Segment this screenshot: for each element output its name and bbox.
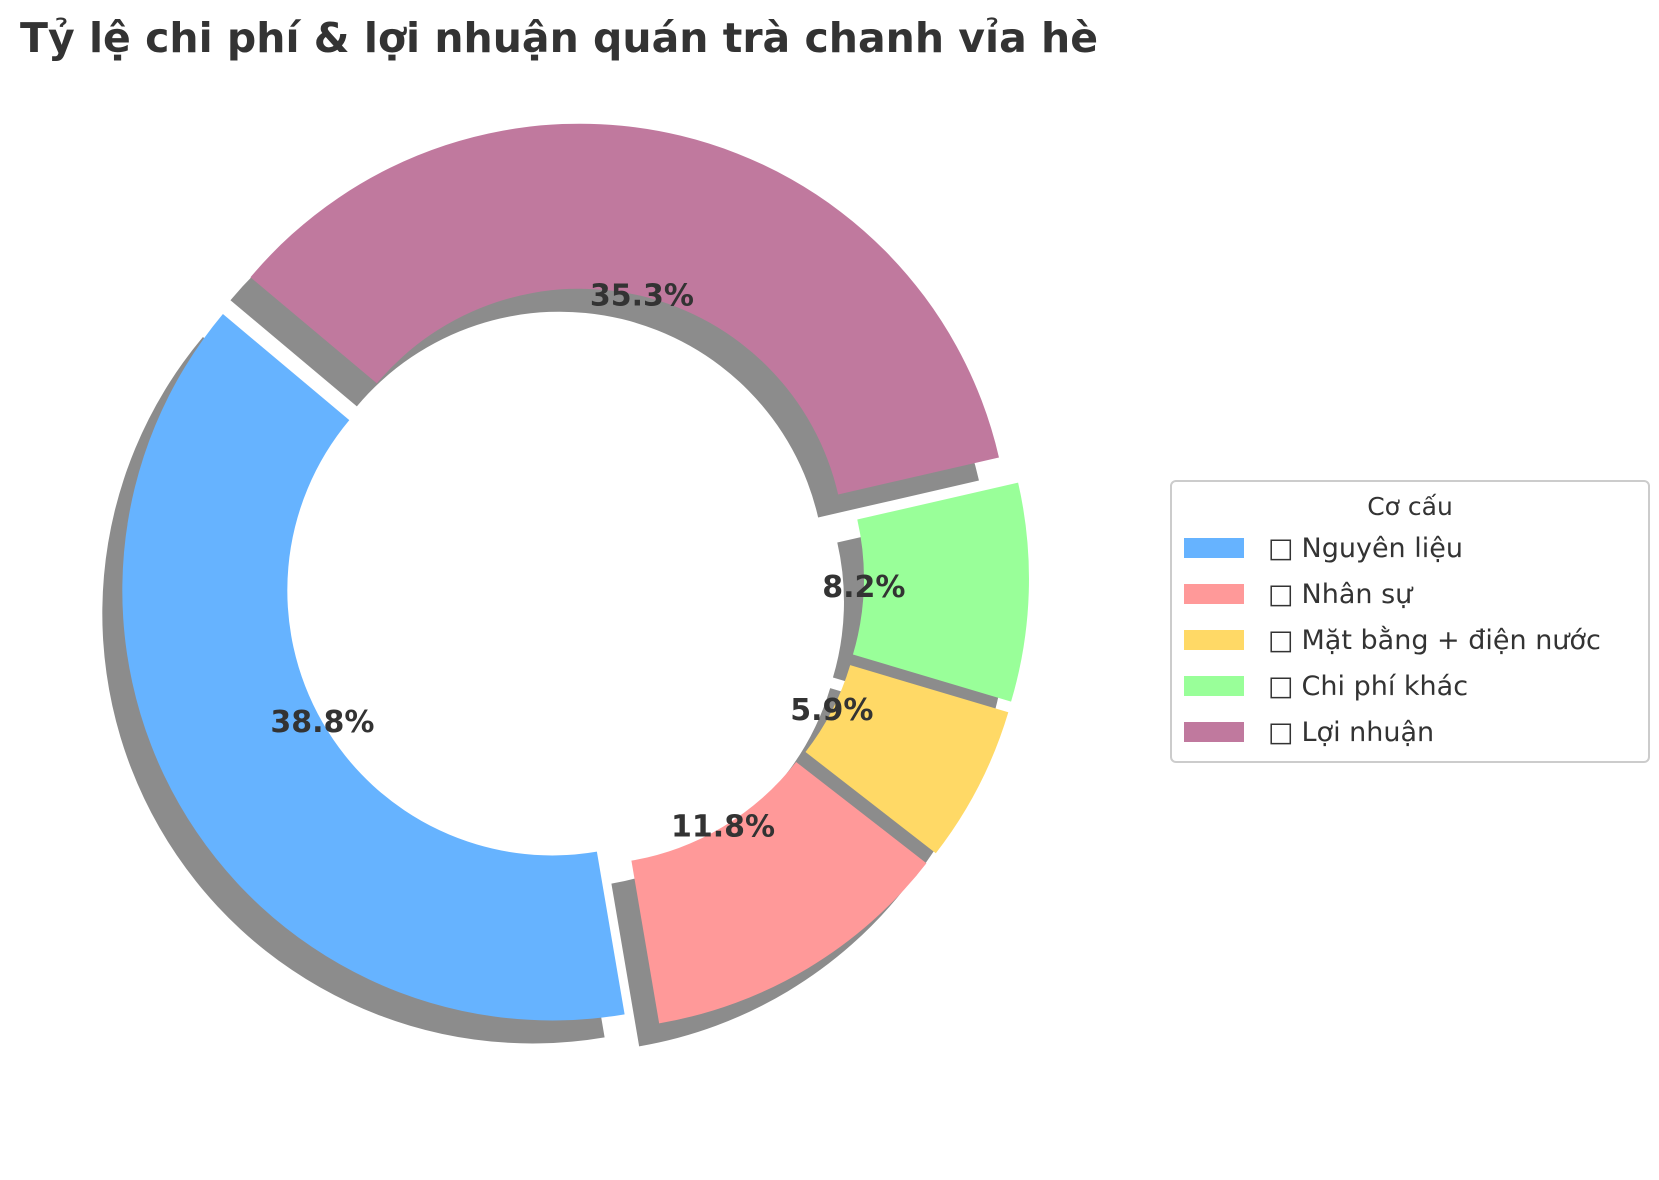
legend-label: Chi phí khác (1301, 670, 1469, 702)
legend-swatch (1184, 676, 1244, 696)
slice-loi-nhuan (250, 123, 999, 495)
pct-label-chi-phi-khac: 8.2% (822, 570, 905, 605)
slices (122, 123, 1029, 1024)
pct-label-loi-nhuan: 35.3% (590, 279, 694, 314)
legend-item-nguyen-lieu: □ Nguyên liệu (1172, 525, 1648, 571)
legend-label: Mặt bằng + điện nước (1301, 624, 1601, 656)
legend-swatch (1184, 630, 1244, 650)
slice-nguyen-lieu (122, 314, 625, 1021)
profit-icon: □ (1268, 716, 1294, 748)
donut-chart: 38.8% 11.8% 5.9% 8.2% 35.3% (102, 123, 1029, 1047)
slice-chi-phi-khac (852, 482, 1029, 702)
legend-item-chi-phi-khac: □ Chi phí khác (1172, 663, 1648, 709)
staff-icon: □ (1268, 578, 1294, 610)
legend-title: Cơ cấu (1367, 492, 1453, 521)
pct-label-nhan-su: 11.8% (671, 809, 775, 844)
slice-nhan-su (631, 762, 927, 1024)
chart-title: Tỷ lệ chi phí & lợi nhuận quán trà chanh… (20, 14, 1099, 62)
slice-mat-bang-dien-nuoc (805, 665, 1009, 854)
premises-icon: □ (1268, 624, 1294, 656)
pct-label-mat-bang-dien-nuoc: 5.9% (790, 693, 873, 728)
legend-swatch (1184, 538, 1244, 558)
legend-items: □ Nguyên liệu □ Nhân sự □ Mặt bằng + điện nướ… (1172, 525, 1648, 755)
legend-item-nhan-su: □ Nhân sự (1172, 571, 1648, 617)
legend-swatch (1184, 584, 1244, 604)
legend-item-mat-bang-dien-nuoc: □ Mặt bằng + điện nước (1172, 617, 1648, 663)
legend-label: Nguyên liệu (1301, 532, 1463, 564)
legend-item-loi-nhuan: □ Lợi nhuận (1172, 709, 1648, 755)
ingredients-icon: □ (1268, 532, 1294, 564)
legend: Cơ cấu □ Nguyên liệu □ Nhân sự □ Mặt bằng + đ… (1170, 480, 1650, 763)
pct-label-nguyen-lieu: 38.8% (270, 705, 374, 740)
legend-swatch (1184, 722, 1244, 742)
slice-labels: 38.8% 11.8% 5.9% 8.2% 35.3% (270, 279, 905, 845)
legend-label: Lợi nhuận (1301, 716, 1435, 748)
other-costs-icon: □ (1268, 670, 1294, 702)
legend-label: Nhân sự (1301, 578, 1413, 610)
